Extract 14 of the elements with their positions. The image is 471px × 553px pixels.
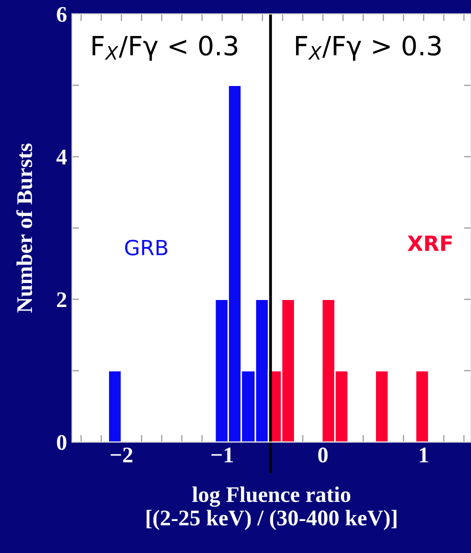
y-axis-title: Number of Bursts bbox=[16, 144, 32, 313]
y-tick-label: 0 bbox=[56, 434, 66, 450]
text: XRF bbox=[408, 236, 452, 251]
text: GRB bbox=[125, 240, 168, 256]
annotation: F$_{X}$/Fγ < 0.3 bbox=[92, 36, 238, 61]
x-tick-label: 0 bbox=[318, 448, 328, 463]
x-tick-label: 1 bbox=[420, 448, 428, 462]
x-tick-label: −2 bbox=[110, 448, 132, 462]
x-axis-title: log Fluence ratio [(2-25 keV) / (30-400 keV)] bbox=[146, 486, 396, 530]
x-tick-label: −1 bbox=[211, 448, 233, 462]
y-tick-label: 4 bbox=[56, 150, 67, 164]
y-tick-label: 2 bbox=[57, 292, 66, 308]
annotation: F$_{X}$/Fγ > 0.3 bbox=[296, 36, 441, 61]
y-tick-label: 6 bbox=[56, 6, 67, 22]
